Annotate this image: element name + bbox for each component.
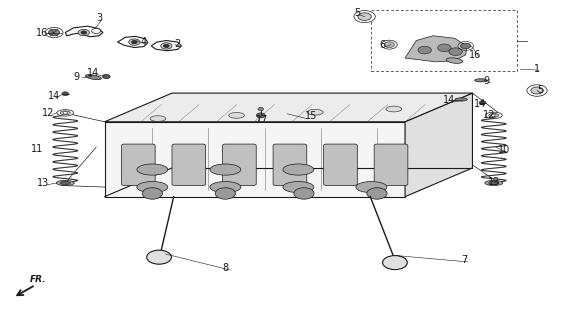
Circle shape bbox=[132, 41, 137, 44]
Text: 14: 14 bbox=[443, 95, 455, 105]
Circle shape bbox=[129, 39, 140, 45]
Circle shape bbox=[147, 250, 171, 264]
Text: 14: 14 bbox=[87, 68, 100, 78]
Circle shape bbox=[161, 43, 172, 49]
Polygon shape bbox=[405, 93, 472, 197]
Ellipse shape bbox=[491, 114, 496, 117]
Text: 12: 12 bbox=[42, 108, 55, 118]
Text: 5: 5 bbox=[537, 85, 543, 95]
Circle shape bbox=[256, 113, 265, 118]
Ellipse shape bbox=[358, 13, 372, 20]
Text: 13: 13 bbox=[488, 177, 500, 187]
Ellipse shape bbox=[210, 181, 241, 193]
Ellipse shape bbox=[63, 112, 68, 114]
Circle shape bbox=[81, 31, 87, 34]
Polygon shape bbox=[65, 26, 103, 37]
Ellipse shape bbox=[455, 98, 467, 101]
FancyBboxPatch shape bbox=[172, 144, 205, 186]
Polygon shape bbox=[118, 36, 148, 48]
Ellipse shape bbox=[210, 164, 241, 175]
Text: 13: 13 bbox=[37, 178, 49, 188]
Ellipse shape bbox=[60, 181, 70, 185]
Text: 14: 14 bbox=[48, 91, 60, 101]
Circle shape bbox=[62, 92, 69, 96]
Ellipse shape bbox=[283, 181, 314, 193]
Polygon shape bbox=[405, 36, 467, 62]
Circle shape bbox=[418, 46, 431, 54]
Text: 2: 2 bbox=[175, 39, 181, 49]
Circle shape bbox=[437, 44, 451, 52]
Text: 14: 14 bbox=[473, 99, 486, 108]
Ellipse shape bbox=[475, 79, 487, 82]
Circle shape bbox=[479, 101, 486, 105]
Text: 1: 1 bbox=[534, 64, 540, 74]
Polygon shape bbox=[105, 122, 405, 197]
Ellipse shape bbox=[307, 109, 323, 115]
Ellipse shape bbox=[137, 181, 168, 193]
Circle shape bbox=[461, 43, 471, 49]
Ellipse shape bbox=[489, 114, 499, 117]
Text: 16: 16 bbox=[35, 28, 48, 37]
Text: 8: 8 bbox=[222, 263, 229, 273]
Ellipse shape bbox=[446, 58, 463, 63]
Text: FR.: FR. bbox=[30, 275, 46, 284]
Text: 7: 7 bbox=[461, 255, 467, 265]
Text: 11: 11 bbox=[31, 144, 43, 154]
Circle shape bbox=[102, 74, 110, 79]
Ellipse shape bbox=[485, 180, 503, 186]
Ellipse shape bbox=[57, 110, 74, 116]
Circle shape bbox=[367, 188, 387, 199]
Text: 3: 3 bbox=[96, 13, 102, 23]
Ellipse shape bbox=[283, 164, 314, 175]
Ellipse shape bbox=[137, 164, 168, 175]
Ellipse shape bbox=[531, 87, 543, 94]
Ellipse shape bbox=[356, 181, 387, 193]
Ellipse shape bbox=[382, 40, 397, 49]
Circle shape bbox=[78, 29, 90, 36]
Text: 6: 6 bbox=[379, 40, 386, 50]
Text: 12: 12 bbox=[483, 110, 495, 120]
Ellipse shape bbox=[60, 111, 70, 115]
Circle shape bbox=[164, 44, 169, 48]
Ellipse shape bbox=[385, 42, 395, 48]
FancyBboxPatch shape bbox=[324, 144, 358, 186]
FancyBboxPatch shape bbox=[122, 144, 155, 186]
Text: 9: 9 bbox=[73, 72, 79, 82]
Circle shape bbox=[383, 256, 407, 270]
Circle shape bbox=[449, 48, 462, 55]
Ellipse shape bbox=[386, 106, 401, 112]
Circle shape bbox=[215, 188, 235, 199]
FancyBboxPatch shape bbox=[273, 144, 307, 186]
Ellipse shape bbox=[485, 112, 502, 119]
Bar bbox=[372, 10, 517, 71]
Text: 9: 9 bbox=[484, 76, 490, 86]
Ellipse shape bbox=[527, 85, 547, 96]
Text: 16: 16 bbox=[469, 51, 481, 60]
Circle shape bbox=[258, 108, 263, 111]
FancyBboxPatch shape bbox=[374, 144, 408, 186]
Text: 15: 15 bbox=[305, 111, 318, 121]
Polygon shape bbox=[105, 93, 472, 122]
Text: 10: 10 bbox=[498, 146, 510, 156]
Ellipse shape bbox=[354, 11, 376, 23]
Ellipse shape bbox=[150, 116, 166, 122]
Circle shape bbox=[48, 29, 60, 36]
Text: 4: 4 bbox=[141, 37, 147, 47]
Ellipse shape bbox=[86, 75, 101, 80]
Text: 5: 5 bbox=[354, 8, 360, 19]
Circle shape bbox=[294, 188, 314, 199]
Polygon shape bbox=[151, 41, 181, 51]
Text: 17: 17 bbox=[256, 115, 268, 124]
Ellipse shape bbox=[229, 113, 244, 118]
Circle shape bbox=[142, 188, 163, 199]
Ellipse shape bbox=[489, 181, 499, 185]
Ellipse shape bbox=[56, 180, 74, 186]
FancyBboxPatch shape bbox=[222, 144, 256, 186]
Circle shape bbox=[92, 28, 101, 34]
